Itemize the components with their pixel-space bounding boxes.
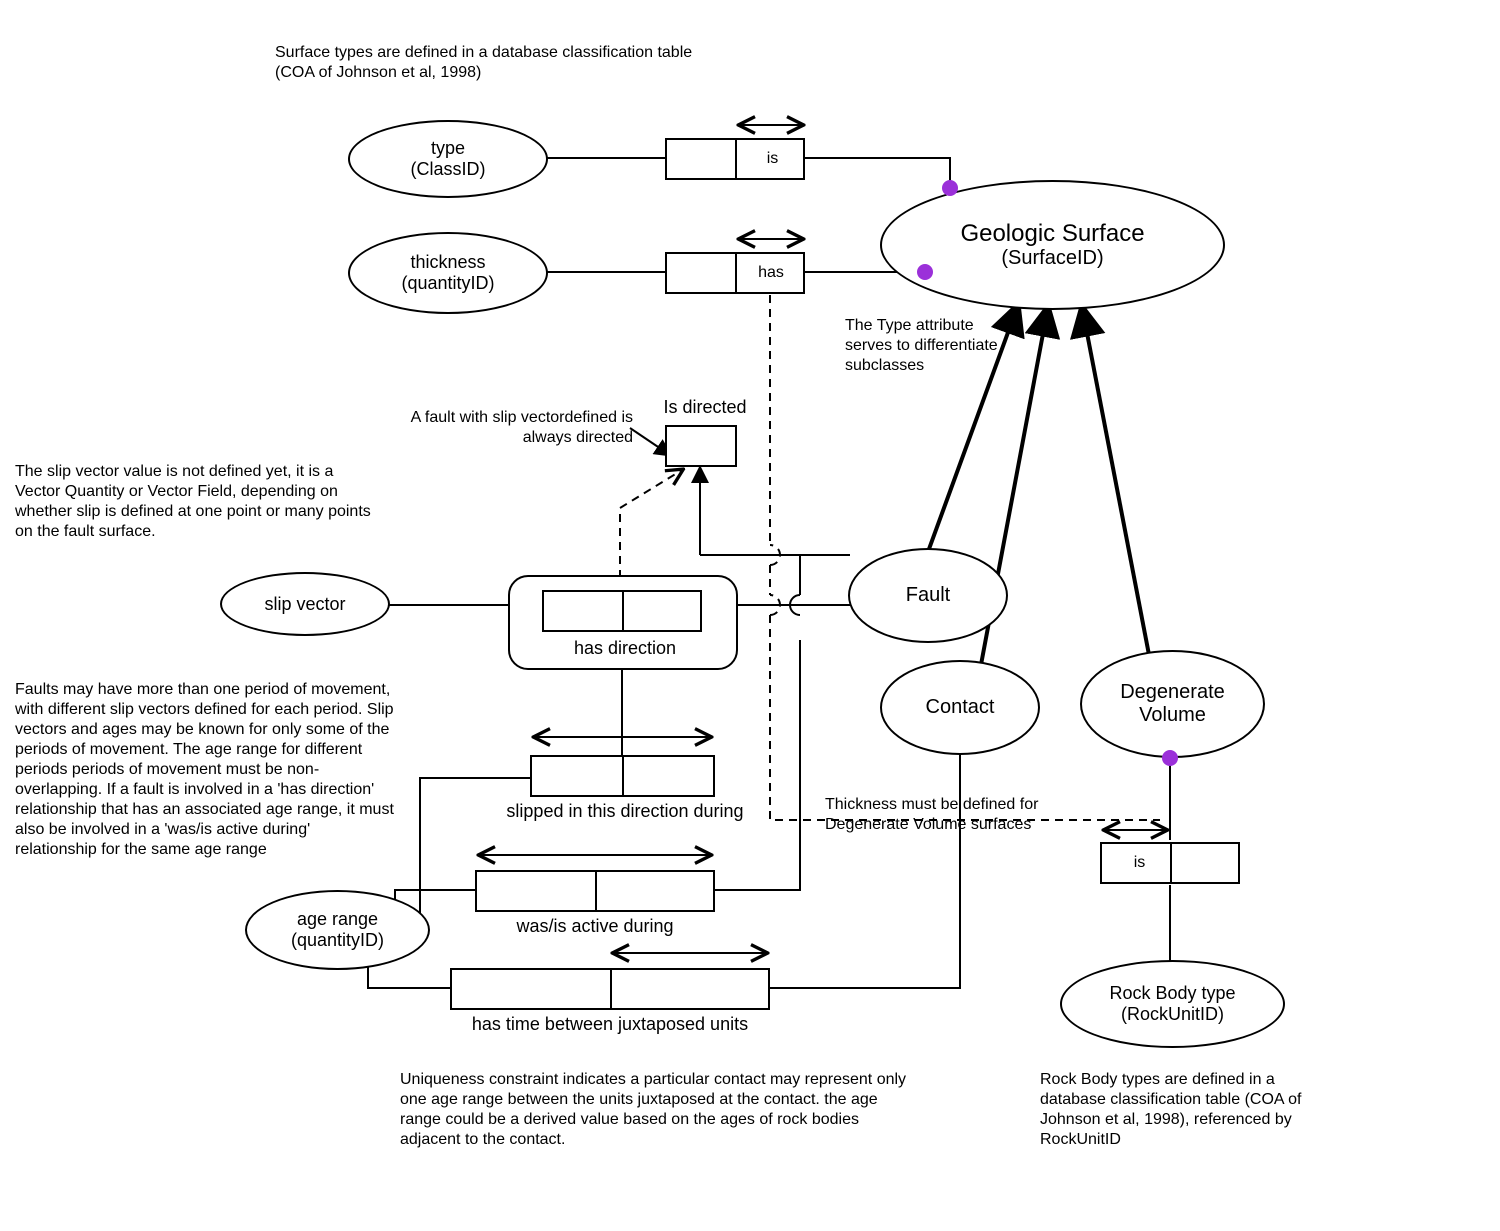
note-type-attr: The Type attribute serves to differentia… xyxy=(845,316,1005,376)
predicate-is-directed xyxy=(665,425,737,467)
entity-type: type (ClassID) xyxy=(348,120,548,198)
predicate-has-thickness: has xyxy=(665,252,805,294)
entity-type-id: (ClassID) xyxy=(411,159,486,180)
note-rock-body-types: Rock Body types are defined in a databas… xyxy=(1040,1070,1335,1150)
entity-geologic-surface: Geologic Surface (SurfaceID) xyxy=(880,180,1225,310)
mandatory-dot-surface-thickness xyxy=(917,264,933,280)
entity-age-range: age range (quantityID) xyxy=(245,890,430,970)
entity-degenerate-volume: Degenerate Volume xyxy=(1080,650,1265,758)
edge-active-to-fault2 xyxy=(800,555,850,595)
note-fault-directed: A fault with slip vectordefined is alway… xyxy=(368,408,633,448)
predicate-is-type: is xyxy=(665,138,805,180)
predicate-slipped-during-label: slipped in this direction during xyxy=(495,801,755,822)
edge-timebetween-to-contact xyxy=(770,750,960,988)
mandatory-dot-surface-type xyxy=(942,180,958,196)
predicate-is-rockbody-label: is xyxy=(1112,854,1167,872)
entity-fault: Fault xyxy=(848,548,1008,643)
entity-thickness-title: thickness xyxy=(401,252,494,273)
note-thickness-degen: Thickness must be defined for Degenerate… xyxy=(825,795,1065,835)
entity-fault-title: Fault xyxy=(906,584,950,607)
note-arrow-fault-directed xyxy=(630,428,670,455)
predicate-active-during-label: was/is active during xyxy=(490,916,700,937)
entity-type-title: type xyxy=(411,138,486,159)
edge-is-to-surface xyxy=(805,158,950,188)
predicate-is-type-label: is xyxy=(745,150,800,168)
entity-contact: Contact xyxy=(880,660,1040,755)
hop-active xyxy=(790,595,800,615)
predicate-time-between-label: has time between juxtaposed units xyxy=(455,1014,765,1035)
note-surface-types: Surface types are defined in a database … xyxy=(275,43,720,83)
entity-age-range-title: age range xyxy=(291,909,384,930)
diagram-canvas: Geologic Surface (SurfaceID) type (Class… xyxy=(0,0,1500,1231)
subtype-degenvol xyxy=(1082,307,1150,660)
entity-slip-vector: slip vector xyxy=(220,572,390,636)
entity-thickness-id: (quantityID) xyxy=(401,273,494,294)
entity-geologic-surface-title: Geologic Surface xyxy=(960,220,1144,248)
predicate-has-direction-label: has direction xyxy=(530,638,720,659)
entity-contact-title: Contact xyxy=(926,696,995,719)
entity-degenerate-volume-title: Degenerate Volume xyxy=(1120,681,1225,727)
mandatory-dot-degen-rockbody xyxy=(1162,750,1178,766)
entity-rock-body-type-id: (RockUnitID) xyxy=(1109,1004,1235,1025)
predicate-is-rockbody: is xyxy=(1100,842,1240,884)
dashed-hop2 xyxy=(770,595,780,615)
entity-age-range-id: (quantityID) xyxy=(291,930,384,951)
note-faults-periods: Faults may have more than one period of … xyxy=(15,680,395,860)
predicate-is-directed-label: Is directed xyxy=(640,397,770,418)
dashed-hop1 xyxy=(770,545,780,565)
note-uniqueness: Uniqueness constraint indicates a partic… xyxy=(400,1070,910,1150)
entity-geologic-surface-id: (SurfaceID) xyxy=(960,247,1144,270)
predicate-active-during xyxy=(475,870,715,912)
entity-thickness: thickness (quantityID) xyxy=(348,232,548,314)
predicate-has-direction xyxy=(542,590,702,632)
dashed-hasdir-to-isdirected xyxy=(620,470,682,578)
entity-rock-body-type-title: Rock Body type xyxy=(1109,983,1235,1004)
predicate-time-between xyxy=(450,968,770,1010)
entity-rock-body-type: Rock Body type (RockUnitID) xyxy=(1060,960,1285,1048)
predicate-slipped-during xyxy=(530,755,715,797)
edge-active-to-fault xyxy=(715,640,800,890)
entity-slip-vector-title: slip vector xyxy=(264,594,345,615)
predicate-has-label: has xyxy=(741,264,801,282)
note-slip-vector: The slip vector value is not defined yet… xyxy=(15,462,375,542)
